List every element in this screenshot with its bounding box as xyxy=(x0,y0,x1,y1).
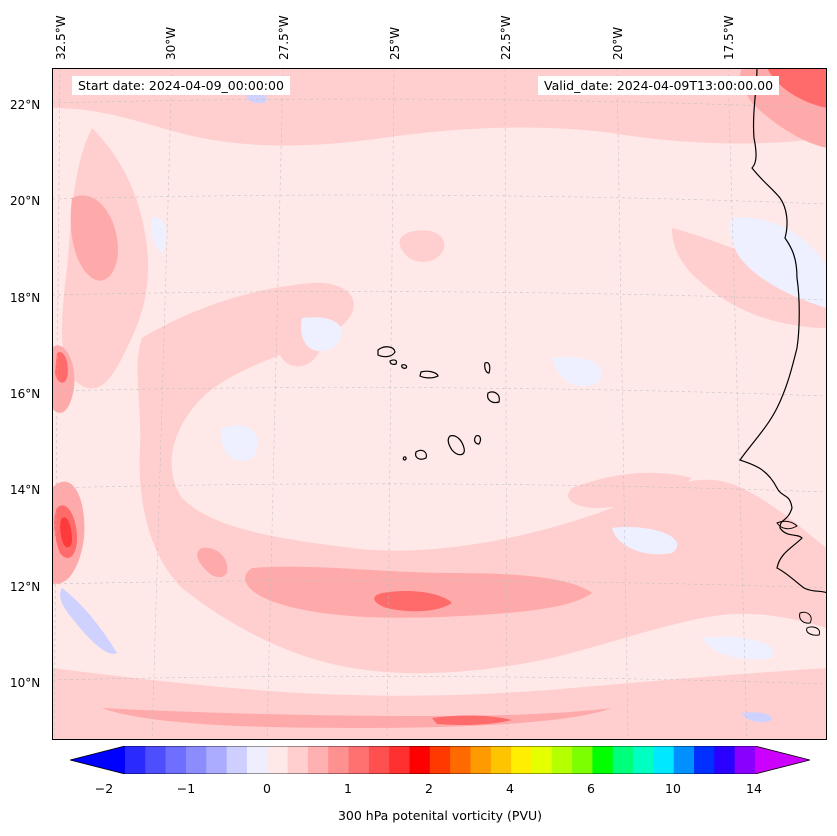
lat-label: 20°N xyxy=(10,194,41,208)
lon-label: 27.5°W xyxy=(277,15,291,60)
colorbar-segment xyxy=(145,746,167,774)
lon-label: 22.5°W xyxy=(499,15,513,60)
islands xyxy=(377,346,500,461)
colorbar-tick: −2 xyxy=(94,781,114,796)
pv-contour-high xyxy=(54,68,827,725)
colorbar-segment xyxy=(572,746,593,774)
colorbar-segment xyxy=(450,746,471,774)
colorbar-segment xyxy=(226,746,248,774)
colorbar-segment xyxy=(125,746,146,774)
coastline-river xyxy=(776,520,798,530)
colorbar-segment xyxy=(633,746,654,774)
colorbar-tick: −1 xyxy=(176,781,196,796)
colorbar-segment xyxy=(287,746,309,774)
colorbar-segment xyxy=(714,746,736,774)
colorbar-extend-min xyxy=(70,746,125,774)
colorbar-segment xyxy=(409,746,431,774)
colorbar-segment xyxy=(592,746,614,774)
lat-label: 12°N xyxy=(10,580,41,594)
colorbar-tick: 0 xyxy=(263,781,271,796)
colorbar-tick: 4 xyxy=(506,781,514,796)
pv-contour-negative-2 xyxy=(60,92,772,723)
colorbar-label: 300 hPa potenital vorticity (PVU) xyxy=(337,808,543,823)
colorbar-segment xyxy=(673,746,695,774)
colorbar-tick: 10 xyxy=(665,781,681,796)
valid-date-label: Valid_date: 2024-04-09T13:00:00.00 xyxy=(538,76,780,95)
colorbar-segment xyxy=(653,746,675,774)
colorbar-segment xyxy=(267,746,289,774)
colorbar-segment xyxy=(206,746,228,774)
pv-map xyxy=(52,68,827,740)
coastline-islands xyxy=(799,611,821,636)
colorbar-segment xyxy=(490,746,512,774)
coastline xyxy=(739,68,827,594)
lon-label: 30°W xyxy=(164,26,178,60)
gridlines xyxy=(52,68,827,740)
start-date-label: Start date: 2024-04-09_00:00:00 xyxy=(72,76,290,95)
colorbar-segment xyxy=(328,746,350,774)
colorbar-segment xyxy=(185,746,207,774)
lat-label: 10°N xyxy=(10,676,41,690)
colorbar-segment xyxy=(368,746,390,774)
lat-label: 18°N xyxy=(10,291,41,305)
colorbar-segment xyxy=(470,746,492,774)
colorbar-extend-max xyxy=(755,746,810,774)
colorbar-tick: 2 xyxy=(425,781,433,796)
colorbar-segment xyxy=(612,746,634,774)
colorbar-segment xyxy=(389,746,411,774)
lat-label: 22°N xyxy=(10,98,41,112)
lon-label: 25°W xyxy=(388,26,402,60)
colorbar-tick: 14 xyxy=(746,781,762,796)
colorbar-segment xyxy=(429,746,451,774)
colorbar-segment xyxy=(551,746,573,774)
lon-label: 32.5°W xyxy=(54,15,68,60)
lat-label: 16°N xyxy=(10,387,41,401)
colorbar-segment xyxy=(165,746,187,774)
lon-label: 17.5°W xyxy=(722,15,736,60)
lon-label: 20°W xyxy=(611,26,625,60)
colorbar-segment xyxy=(734,746,756,774)
pv-contour-negative xyxy=(151,217,827,660)
colorbar-segment xyxy=(246,746,268,774)
colorbar-segment xyxy=(307,746,329,774)
lat-label: 14°N xyxy=(10,483,41,497)
colorbar-tick: 1 xyxy=(344,781,352,796)
colorbar-segment xyxy=(531,746,553,774)
colorbar-segment xyxy=(348,746,370,774)
pv-contour-peak xyxy=(60,517,72,548)
colorbar-segment xyxy=(694,746,715,774)
colorbar-tick: 6 xyxy=(587,781,595,796)
colorbar-segment xyxy=(511,746,532,774)
colorbar xyxy=(70,746,810,774)
